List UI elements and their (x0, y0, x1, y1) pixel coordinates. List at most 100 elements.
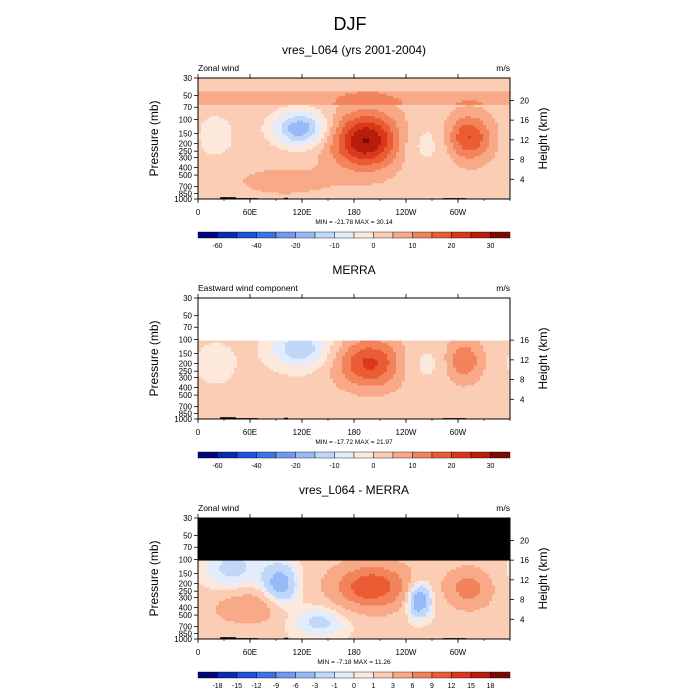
colorbar-label: 12 (448, 683, 456, 690)
y2-axis-label: Height (km) (536, 547, 550, 609)
colorbar-label: 3 (391, 683, 395, 690)
y-tick-label: 50 (183, 532, 192, 541)
colorbar-box (392, 451, 413, 459)
y-tick-label: 200 (179, 579, 193, 588)
y2-tick-label: 16 (520, 556, 529, 565)
y-axis-label: Pressure (mb) (147, 540, 161, 616)
colorbar-label: -10 (329, 243, 339, 250)
x-tick-label: 60W (450, 648, 467, 657)
colorbar-label: -9 (273, 683, 279, 690)
colorbar-label: -10 (329, 463, 339, 470)
colorbar-box (470, 231, 491, 239)
colorbar-box (236, 231, 257, 239)
panel-units: m/s (496, 63, 510, 73)
y-tick-label: 400 (179, 163, 193, 172)
colorbar-label: -3 (312, 683, 318, 690)
colorbar-box (373, 671, 394, 679)
colorbar-box (295, 671, 316, 679)
chart-panel-1: vres_L064 (yrs 2001-2004) Zonal wind m/s 30… (147, 43, 550, 250)
colorbar-box (217, 451, 238, 459)
y-tick-label: 50 (183, 312, 192, 321)
y2-tick-label: 8 (520, 596, 525, 605)
colorbar-box (334, 231, 355, 239)
colorbar-box (451, 231, 472, 239)
colorbar-label: -12 (251, 683, 261, 690)
colorbar-box (197, 231, 218, 239)
colorbar-label: 9 (430, 683, 434, 690)
x-tick-label: 180 (347, 428, 361, 437)
y2-tick-label: 12 (520, 576, 529, 585)
y-tick-label: 700 (179, 403, 193, 412)
panel-variable-label: Eastward wind component (198, 283, 298, 293)
colorbar-box (470, 671, 491, 679)
y-tick-label: 400 (179, 603, 193, 612)
y2-axis-label: Height (km) (536, 327, 550, 389)
colorbar-box (431, 231, 452, 239)
field-cells (198, 518, 511, 640)
y2-tick-label: 16 (520, 116, 529, 125)
y2-tick-label: 16 (520, 336, 529, 345)
colorbar-label: 30 (487, 243, 495, 250)
panels: vres_L064 (yrs 2001-2004)Zonal wind m/s30… (147, 43, 550, 690)
colorbar-box (373, 451, 394, 459)
colorbar-box (334, 451, 355, 459)
colorbar-label: -18 (212, 683, 222, 690)
colorbar-box (236, 451, 257, 459)
colorbar-label: 30 (487, 463, 495, 470)
x-tick-label: 60E (243, 208, 257, 217)
y2-tick-label: 4 (520, 395, 525, 404)
y-tick-label: 1000 (174, 195, 192, 204)
colorbar: -18 -15 -12 -9 -6 -3 -1 0 1 3 6 9 12 15 18 (197, 671, 511, 690)
colorbar-box (353, 671, 374, 679)
colorbar-label: -60 (212, 243, 222, 250)
colorbar: -60 -40 -20 -10 0 10 20 30 (197, 231, 511, 250)
y-tick-label: 100 (179, 336, 193, 345)
colorbar-box (431, 451, 452, 459)
y-tick-label: 700 (179, 183, 193, 192)
y-tick-label: 150 (179, 130, 193, 139)
colorbar-box (217, 671, 238, 679)
y-tick-label: 500 (179, 391, 193, 400)
x-tick-label: 60W (450, 428, 467, 437)
y-tick-label: 30 (183, 74, 192, 83)
x-tick-label: 120E (293, 428, 312, 437)
panel-title: vres_L064 (yrs 2001-2004) (282, 43, 426, 57)
y-tick-label: 70 (183, 103, 192, 112)
y2-tick-label: 12 (520, 136, 529, 145)
colorbar-box (217, 231, 238, 239)
colorbar-box (197, 671, 218, 679)
y-tick-label: 50 (183, 92, 192, 101)
min-max-label: MIN = -17.72 MAX = 21.97 (315, 439, 393, 446)
colorbar-box (295, 451, 316, 459)
colorbar: -60 -40 -20 -10 0 10 20 30 (197, 451, 511, 470)
panel-variable-label: Zonal wind (198, 503, 239, 513)
colorbar-box (490, 231, 511, 239)
figure-title: DJF (334, 14, 367, 34)
y-tick-label: 100 (179, 116, 193, 125)
field-cells (198, 78, 511, 200)
x-tick-label: 0 (196, 208, 201, 217)
colorbar-label: 15 (467, 683, 475, 690)
colorbar-box (275, 451, 296, 459)
y2-tick-label: 12 (520, 356, 529, 365)
y-tick-label: 500 (179, 611, 193, 620)
colorbar-box (256, 231, 277, 239)
panel-title: vres_L064 - MERRA (299, 483, 409, 497)
y-tick-label: 100 (179, 556, 193, 565)
x-tick-label: 120W (396, 208, 417, 217)
field-cells (198, 340, 511, 420)
y-tick-label: 70 (183, 543, 192, 552)
colorbar-label: 1 (372, 683, 376, 690)
y-axis-label: Pressure (mb) (147, 100, 161, 176)
colorbar-box (451, 671, 472, 679)
colorbar-box (197, 451, 218, 459)
colorbar-label: -1 (331, 683, 337, 690)
colorbar-box (412, 671, 433, 679)
panel-variable-label: Zonal wind (198, 63, 239, 73)
y-tick-label: 150 (179, 570, 193, 579)
panel-units: m/s (496, 503, 510, 513)
